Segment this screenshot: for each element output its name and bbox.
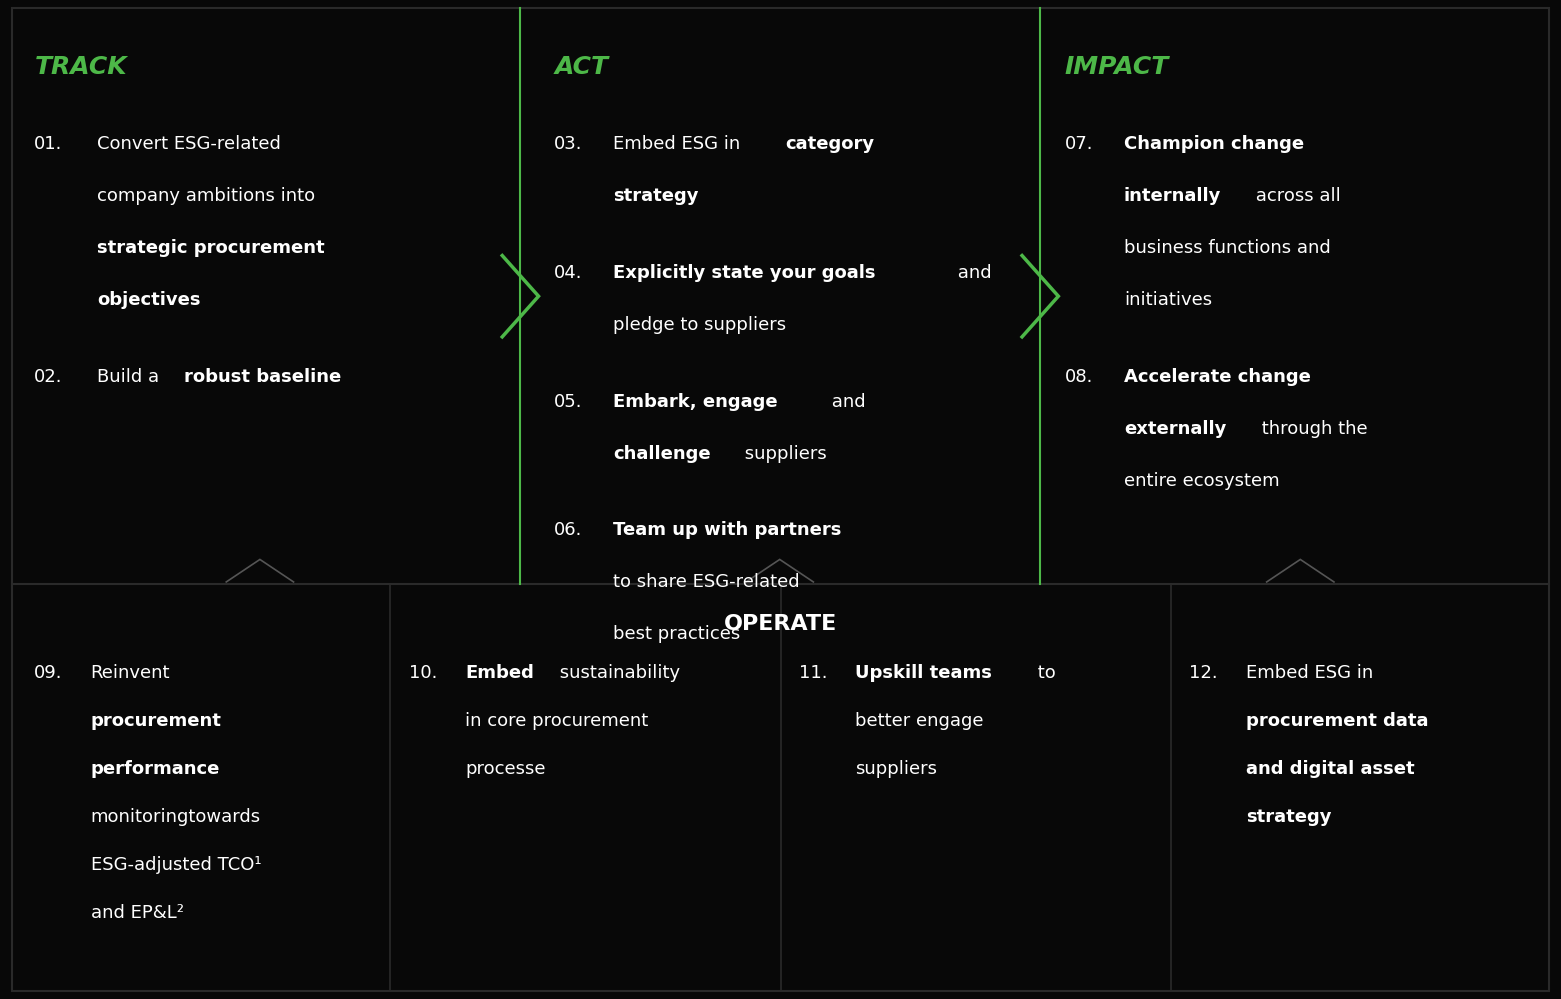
Text: 06.: 06. bbox=[554, 521, 582, 539]
Text: internally: internally bbox=[1124, 187, 1221, 205]
Text: procurement data: procurement data bbox=[1246, 712, 1428, 730]
Text: initiatives: initiatives bbox=[1124, 291, 1211, 309]
Text: Convert ESG-related: Convert ESG-related bbox=[97, 135, 281, 153]
Text: entire ecosystem: entire ecosystem bbox=[1124, 472, 1280, 490]
Text: performance: performance bbox=[91, 760, 220, 778]
Text: ESG-adjusted TCO¹: ESG-adjusted TCO¹ bbox=[91, 856, 261, 874]
Text: ACT: ACT bbox=[554, 55, 609, 79]
Text: strategy: strategy bbox=[1246, 808, 1332, 826]
Text: 11.: 11. bbox=[799, 664, 827, 682]
Text: best practices: best practices bbox=[613, 625, 741, 643]
Text: externally: externally bbox=[1124, 420, 1227, 438]
Text: OPERATE: OPERATE bbox=[724, 614, 837, 634]
Text: to: to bbox=[1032, 664, 1055, 682]
Text: Upskill teams: Upskill teams bbox=[855, 664, 993, 682]
Text: 08.: 08. bbox=[1065, 368, 1093, 386]
Text: 09.: 09. bbox=[34, 664, 62, 682]
Text: 12.: 12. bbox=[1189, 664, 1218, 682]
Text: strategy: strategy bbox=[613, 187, 699, 205]
Text: 10.: 10. bbox=[409, 664, 437, 682]
Text: TRACK: TRACK bbox=[34, 55, 126, 79]
Text: through the: through the bbox=[1257, 420, 1367, 438]
Text: better engage: better engage bbox=[855, 712, 983, 730]
Text: 03.: 03. bbox=[554, 135, 582, 153]
Text: sustainability: sustainability bbox=[554, 664, 681, 682]
Text: company ambitions into: company ambitions into bbox=[97, 187, 315, 205]
Text: procurement: procurement bbox=[91, 712, 222, 730]
Text: IMPACT: IMPACT bbox=[1065, 55, 1169, 79]
Text: in core procurement: in core procurement bbox=[465, 712, 648, 730]
Text: category: category bbox=[785, 135, 874, 153]
Text: business functions and: business functions and bbox=[1124, 239, 1330, 257]
Text: Champion change: Champion change bbox=[1124, 135, 1303, 153]
Text: objectives: objectives bbox=[97, 291, 200, 309]
Text: 04.: 04. bbox=[554, 264, 582, 282]
Text: and digital asset: and digital asset bbox=[1246, 760, 1414, 778]
Text: and: and bbox=[826, 393, 865, 411]
Text: and EP&L²: and EP&L² bbox=[91, 904, 184, 922]
Text: 02.: 02. bbox=[34, 368, 62, 386]
Text: 05.: 05. bbox=[554, 393, 582, 411]
Text: challenge: challenge bbox=[613, 445, 712, 463]
Text: processe: processe bbox=[465, 760, 546, 778]
Text: strategic procurement: strategic procurement bbox=[97, 239, 325, 257]
Text: monitoringtowards: monitoringtowards bbox=[91, 808, 261, 826]
Text: robust baseline: robust baseline bbox=[184, 368, 342, 386]
Text: Team up with partners: Team up with partners bbox=[613, 521, 841, 539]
Text: Embed: Embed bbox=[465, 664, 534, 682]
Text: Build a: Build a bbox=[97, 368, 164, 386]
Text: Embark, engage: Embark, engage bbox=[613, 393, 777, 411]
Text: Embed ESG in: Embed ESG in bbox=[613, 135, 746, 153]
Text: 01.: 01. bbox=[34, 135, 62, 153]
Text: and: and bbox=[952, 264, 991, 282]
Text: Explicitly state your goals: Explicitly state your goals bbox=[613, 264, 876, 282]
Text: suppliers: suppliers bbox=[855, 760, 938, 778]
Text: Accelerate change: Accelerate change bbox=[1124, 368, 1311, 386]
Text: suppliers: suppliers bbox=[740, 445, 827, 463]
Text: to share ESG-related: to share ESG-related bbox=[613, 573, 801, 591]
Text: Reinvent: Reinvent bbox=[91, 664, 170, 682]
Text: across all: across all bbox=[1249, 187, 1341, 205]
Text: Embed ESG in: Embed ESG in bbox=[1246, 664, 1374, 682]
Text: 07.: 07. bbox=[1065, 135, 1093, 153]
Text: pledge to suppliers: pledge to suppliers bbox=[613, 316, 787, 334]
